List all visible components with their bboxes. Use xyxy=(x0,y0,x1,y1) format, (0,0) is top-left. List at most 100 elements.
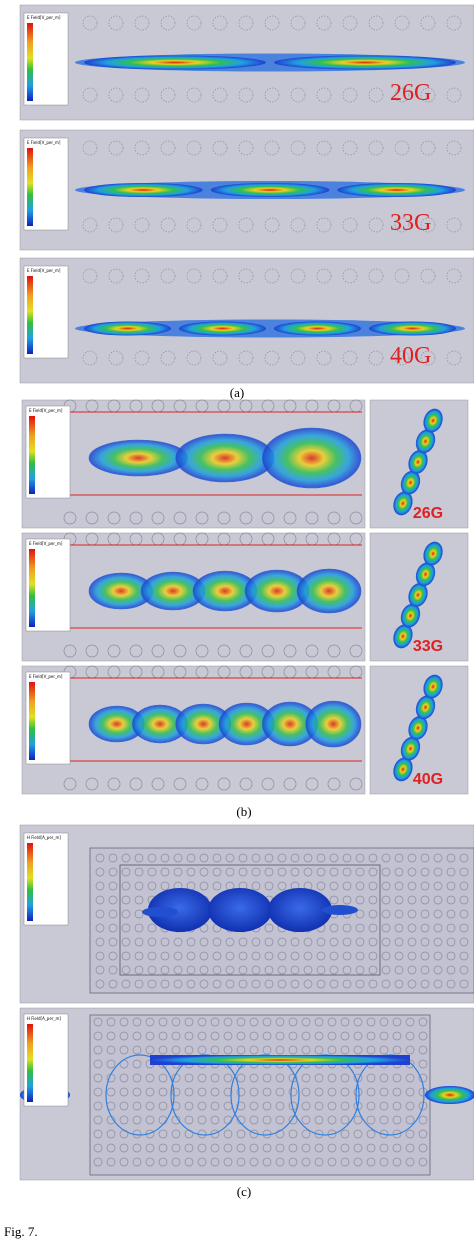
via xyxy=(147,867,157,877)
field-lobe xyxy=(337,183,456,197)
via xyxy=(420,951,430,961)
legend-title: E Field[V_per_m] xyxy=(27,268,61,273)
via xyxy=(394,350,410,366)
via xyxy=(225,853,235,863)
via xyxy=(210,1157,220,1167)
via xyxy=(368,909,378,919)
via xyxy=(275,1115,285,1125)
via xyxy=(212,979,222,989)
via xyxy=(238,951,248,961)
via xyxy=(275,1031,285,1041)
via xyxy=(197,1143,207,1153)
via xyxy=(121,867,131,877)
via xyxy=(95,979,105,989)
via xyxy=(288,1157,298,1167)
via xyxy=(151,777,165,791)
via xyxy=(236,1143,246,1153)
via xyxy=(342,350,358,366)
via xyxy=(93,1101,103,1111)
via xyxy=(199,951,209,961)
via xyxy=(327,1129,337,1139)
via xyxy=(446,853,456,863)
via xyxy=(381,909,391,919)
color-bar xyxy=(27,1024,33,1102)
via xyxy=(459,923,469,933)
via xyxy=(446,937,456,947)
via xyxy=(420,979,430,989)
via xyxy=(340,1101,350,1111)
via xyxy=(340,1031,350,1041)
via xyxy=(82,140,98,156)
via xyxy=(355,909,365,919)
via xyxy=(340,1115,350,1125)
via xyxy=(381,881,391,891)
via xyxy=(418,1129,428,1139)
via xyxy=(349,644,363,658)
via xyxy=(277,937,287,947)
via xyxy=(132,1101,142,1111)
field-lobe xyxy=(175,433,275,483)
via xyxy=(132,1059,142,1069)
via xyxy=(305,644,319,658)
via xyxy=(261,777,275,791)
via xyxy=(85,511,99,525)
via xyxy=(134,15,150,31)
field-lobe xyxy=(84,183,203,197)
via xyxy=(262,1073,272,1083)
field-tail xyxy=(322,905,358,915)
via xyxy=(446,140,462,156)
via xyxy=(160,350,176,366)
via xyxy=(249,1031,259,1041)
via xyxy=(303,853,313,863)
via xyxy=(195,511,209,525)
via xyxy=(394,867,404,877)
field-3d xyxy=(393,674,443,782)
via xyxy=(147,881,157,891)
frequency-label: 33G xyxy=(413,638,443,655)
via xyxy=(145,1157,155,1167)
via xyxy=(151,644,165,658)
color-bar xyxy=(29,549,35,627)
subfigure-label: (a) xyxy=(230,385,244,400)
via xyxy=(108,979,118,989)
via xyxy=(290,979,300,989)
via xyxy=(210,1101,220,1111)
via xyxy=(119,1115,129,1125)
via xyxy=(108,87,124,103)
via xyxy=(342,895,352,905)
via xyxy=(186,965,196,975)
via xyxy=(119,1157,129,1167)
via xyxy=(238,979,248,989)
via xyxy=(82,15,98,31)
via xyxy=(394,217,410,233)
via xyxy=(173,853,183,863)
via xyxy=(433,867,443,877)
via xyxy=(210,1017,220,1027)
via xyxy=(340,1045,350,1055)
cavity xyxy=(89,1014,431,1176)
via xyxy=(301,1031,311,1041)
via xyxy=(342,937,352,947)
via xyxy=(379,1157,389,1167)
via xyxy=(238,87,254,103)
via xyxy=(329,881,339,891)
via xyxy=(392,1143,402,1153)
legend-title: E Field[V_per_m] xyxy=(27,140,61,145)
via xyxy=(392,1045,402,1055)
via xyxy=(290,951,300,961)
via xyxy=(129,777,143,791)
via xyxy=(107,511,121,525)
via xyxy=(199,853,209,863)
via xyxy=(95,853,105,863)
via xyxy=(186,87,202,103)
via xyxy=(212,15,228,31)
via xyxy=(160,937,170,947)
via xyxy=(249,1101,259,1111)
via xyxy=(446,881,456,891)
via xyxy=(342,951,352,961)
via xyxy=(145,1115,155,1125)
via xyxy=(134,909,144,919)
via xyxy=(355,979,365,989)
via xyxy=(288,1031,298,1041)
via xyxy=(186,268,202,284)
